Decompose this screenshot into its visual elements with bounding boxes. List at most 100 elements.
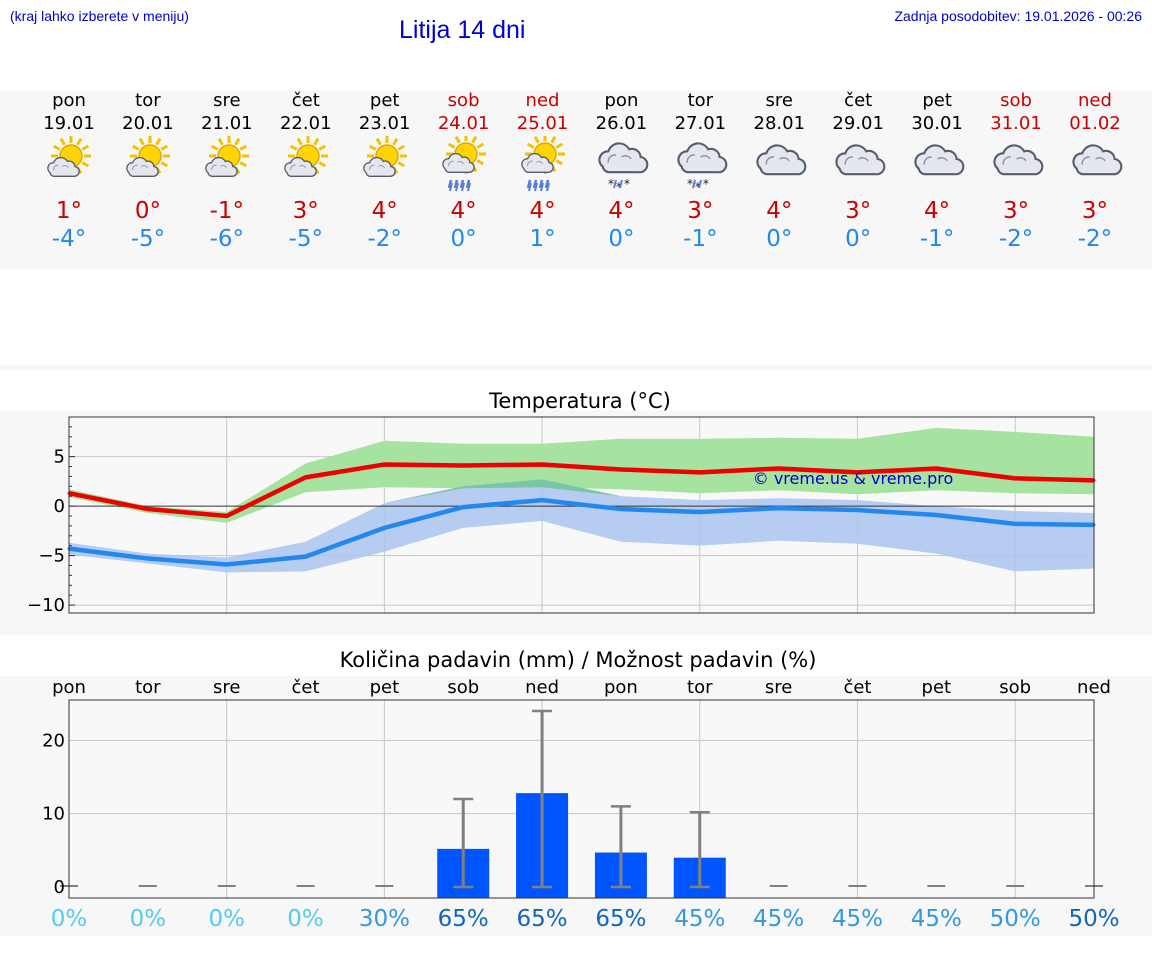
page-title: Litija 14 dni: [399, 16, 526, 44]
day-name: sob: [447, 90, 480, 111]
temp-max: 3°: [845, 198, 872, 224]
precip-probability: 0%: [51, 906, 88, 932]
temp-min: -2°: [367, 226, 402, 252]
temp-max: 4°: [529, 198, 556, 224]
day-date: 23.01: [358, 113, 411, 134]
x-category-label: tor: [687, 677, 713, 698]
sun-cloud-icon: [37, 136, 101, 194]
day-date: 01.02: [1069, 113, 1121, 134]
chart-title: Temperatura (°C): [488, 389, 671, 413]
day-date: 20.01: [122, 113, 174, 134]
temp-min: -1°: [919, 226, 955, 252]
max-point: [1013, 476, 1017, 480]
temp-min: -2°: [1077, 226, 1113, 252]
sun-cloud-rain-icon: [511, 134, 575, 194]
precip-probability: 65%: [438, 906, 489, 932]
day-name: tor: [135, 90, 161, 111]
watermark: © vreme.us & vreme.pro: [753, 469, 954, 488]
day-date: 27.01: [674, 113, 727, 134]
min-point: [855, 508, 859, 512]
x-category-label: ned: [1077, 677, 1111, 698]
precip-probability: 65%: [595, 906, 646, 932]
temp-max: 0°: [134, 198, 161, 224]
min-point: [777, 506, 781, 510]
x-category-label: pet: [922, 677, 952, 698]
precip-probability: 0%: [208, 906, 245, 932]
temp-min: 0°: [766, 226, 793, 252]
plot-frame: [68, 416, 1095, 614]
x-category-label: čet: [292, 677, 320, 698]
min-point: [461, 505, 465, 509]
precip-probability: 50%: [1068, 906, 1119, 932]
max-point: [619, 467, 623, 471]
cloud-snow-icon: * * *: [589, 136, 653, 194]
chart-title: Količina padavin (mm) / Možnost padavin …: [340, 648, 817, 672]
svg-text:*: *: [687, 177, 693, 191]
day-date: 21.01: [201, 113, 253, 134]
day-name: sre: [765, 90, 793, 111]
day-name: čet: [844, 90, 873, 111]
y-tick-label: 20: [42, 730, 65, 751]
max-point: [698, 470, 702, 474]
temp-max: 4°: [608, 198, 635, 224]
min-point: [1013, 522, 1017, 526]
precip-probability: 50%: [990, 906, 1041, 932]
day-name: ned: [1077, 90, 1112, 111]
x-category-label: ned: [525, 677, 559, 698]
x-category-label: pet: [370, 677, 400, 698]
sun-cloud-icon: [353, 136, 417, 194]
day-name: sre: [213, 90, 241, 111]
cloud-icon: [1063, 136, 1127, 194]
temp-max: -1°: [209, 198, 245, 224]
temp-max: 3°: [292, 198, 319, 224]
temp-max: 3°: [687, 198, 714, 224]
max-point: [382, 463, 386, 467]
day-date: 28.01: [753, 113, 806, 134]
min-point: [225, 562, 229, 566]
day-name: pet: [922, 90, 952, 111]
x-category-label: sre: [213, 677, 240, 698]
day-date: 25.01: [516, 113, 569, 134]
max-temp-line: [68, 462, 1095, 519]
precip-probability: 45%: [753, 906, 804, 932]
temp-max: 1°: [55, 198, 83, 224]
svg-text:*: *: [616, 180, 622, 194]
x-category-label: tor: [135, 677, 161, 698]
temperature-chart: Temperatura (°C) 5 0 −5 −10 © vreme.us & vrem…: [27, 389, 1096, 616]
temp-max: 4°: [924, 198, 951, 224]
temp-max: 3°: [1081, 198, 1109, 224]
temp-min: 1°: [529, 226, 556, 252]
min-point: [304, 555, 308, 559]
min-point: [382, 526, 386, 530]
svg-text:*: *: [695, 180, 701, 194]
y-tick-label: 0: [54, 877, 65, 898]
forecast-band: [0, 90, 1152, 270]
x-category-label: sob: [447, 677, 479, 698]
temp-min: 0°: [608, 226, 635, 252]
svg-text:*: *: [624, 177, 630, 191]
day-date: 30.01: [911, 113, 963, 134]
day-date: 24.01: [437, 113, 490, 134]
x-category-label: čet: [843, 677, 871, 698]
max-point: [225, 514, 229, 518]
temp-min: -5°: [288, 226, 323, 252]
day-name: čet: [291, 90, 320, 111]
max-point: [540, 463, 544, 467]
day-date: 31.01: [990, 113, 1042, 134]
precip-probability: 45%: [911, 906, 962, 932]
cloud-icon: [905, 136, 969, 194]
day-name: pon: [604, 90, 639, 111]
precip-probability: 65%: [517, 906, 568, 932]
x-category-label: sre: [765, 677, 792, 698]
svg-text:*: *: [608, 177, 614, 191]
divider-band: [0, 365, 1152, 370]
day-date: 19.01: [43, 113, 95, 134]
max-point: [461, 464, 465, 468]
precip-probability: 45%: [832, 906, 883, 932]
precip-probability: 30%: [359, 906, 410, 932]
y-tick-label: 0: [54, 496, 65, 517]
day-name: ned: [525, 90, 560, 111]
temp-max: 3°: [1002, 198, 1030, 224]
temp-min: -2°: [998, 226, 1034, 252]
region-hint: (kraj lahko izberete v meniju): [10, 8, 189, 24]
